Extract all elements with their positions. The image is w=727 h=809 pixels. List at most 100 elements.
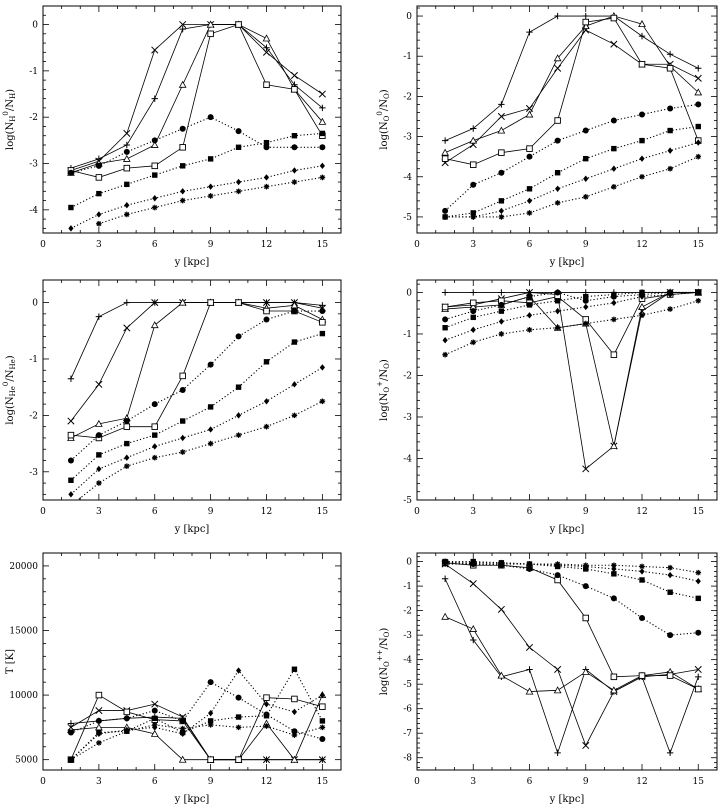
panel-middle-right-ylabel-main: log(N [379, 392, 390, 421]
panel-bottom-right-point-star [639, 563, 645, 570]
panel-middle-right-point-diamond [639, 293, 645, 300]
panel-top-right-point-plus [666, 51, 674, 58]
panel-bottom-right-point-cross [554, 665, 562, 674]
panel-top-right-point-open-square [441, 155, 449, 162]
panel-bottom-left-point-diamond [235, 667, 242, 674]
panel-middle-right-ylabel-sub: O [383, 387, 391, 393]
panel-bottom-right-point-filled-circle [610, 595, 617, 602]
panel-bottom-left-point-open-square [235, 756, 242, 763]
panel-middle-right-point-filled-square [583, 293, 589, 300]
panel-bottom-right-point-plus [441, 575, 449, 582]
panel-top-left-xtick-label: 6 [152, 240, 158, 250]
panel-middle-right-point-star [442, 351, 448, 358]
panel-bottom-right-ytick-label: -8 [403, 754, 412, 764]
panel-top-right-point-star [554, 200, 561, 206]
panel-middle-left-point-filled-square [319, 330, 326, 337]
panel-middle-left-point-filled-circle [319, 308, 326, 315]
panel-top-left-point-star [319, 174, 326, 181]
panel-top-left-plot-area [67, 20, 327, 232]
panel-top-right-point-filled-square [695, 123, 701, 130]
panel-bottom-right-point-open-square [582, 614, 590, 622]
panel-top-left-point-star [263, 183, 270, 190]
panel-bottom-right-point-open-square [610, 673, 618, 681]
panel-top-right-xtick-label: 6 [527, 240, 533, 250]
panel-top-left-point-open-square [263, 81, 270, 89]
panel-top-left-point-triangle [206, 20, 215, 28]
panel-bottom-right-point-filled-circle [526, 565, 533, 572]
panel-bottom-right-point-triangle [525, 687, 534, 695]
panel-bottom-right-point-star [695, 569, 702, 576]
panel-middle-right-ytick-label: -5 [403, 496, 412, 506]
panel-middle-right-point-filled-square [639, 289, 645, 296]
panel-top-right-point-open-square [526, 145, 533, 152]
panel-top-right-point-filled-circle [695, 101, 702, 108]
panel-bottom-left-point-cross [151, 700, 159, 708]
panel-middle-left-point-star [96, 480, 102, 486]
panel-bottom-left-point-filled-square [152, 715, 158, 722]
panel-bottom-right-point-filled-square [667, 589, 673, 595]
panel-middle-left-series-filled-square-dotted [70, 333, 323, 481]
panel-middle-left-point-filled-circle [95, 432, 102, 439]
panel-middle-right-frame [416, 279, 718, 501]
panel-bottom-right-ytick-label: -6 [403, 705, 412, 715]
panel-top-left-ytick-label: -2 [29, 113, 38, 123]
panel-bottom-left-series-filled-circle-dotted [70, 681, 323, 740]
panel-middle-right-xtick-label: 12 [636, 507, 647, 517]
panel-top-left-series-diamond-dotted [70, 165, 323, 229]
panel-bottom-right-xtick-label: 12 [636, 777, 647, 787]
panel-middle-left-point-diamond [96, 465, 102, 473]
panel-top-left-series-plus-solid [70, 24, 323, 169]
panel-middle-left-ylabel-sup: 0 [2, 382, 10, 386]
panel-top-left-point-open-square [291, 86, 298, 93]
panel-bottom-right-point-filled-square [639, 577, 645, 583]
panel-top-left-ytick-label: -3 [29, 160, 38, 170]
panel-top-right: 0 3 6 9 12 150-1-2-3-4-5y [kpc]log(NO0/NO) [376, 5, 718, 268]
panel-top-right-xlabel: y [kpc] [549, 257, 585, 268]
panel-middle-right-series-filled-square-dotted [444, 291, 699, 329]
panel-top-left-xlabel: y [kpc] [174, 257, 210, 268]
panel-top-right-point-star [582, 194, 589, 200]
panel-middle-right-point-filled-circle [498, 301, 505, 308]
panel-bottom-left-ytick-label: 5000 [15, 756, 38, 766]
panel-top-right-xtick-label: 0 [414, 240, 420, 250]
panel-top-right-point-filled-square [611, 145, 617, 152]
panel-middle-right-point-star [695, 297, 702, 304]
panel-bottom-right-point-triangle [469, 624, 478, 632]
panel-middle-right-point-star [470, 339, 477, 346]
panel-top-right-point-triangle [469, 136, 478, 144]
panel-top-right-point-star [611, 183, 617, 190]
panel-top-left-xtick-label: 0 [40, 240, 46, 250]
panel-middle-right-point-triangle [609, 442, 618, 449]
panel-middle-right-point-open-square [610, 351, 618, 358]
panel-bottom-left-point-star [319, 724, 326, 731]
panel-middle-left-point-diamond [235, 412, 242, 419]
panel-bottom-left-point-filled-square [263, 713, 270, 719]
panel-middle-left-point-plus [67, 375, 75, 382]
panel-middle-left-point-star [124, 463, 130, 469]
panel-bottom-left-point-cross [95, 707, 103, 715]
panel-top-right-point-star [498, 214, 505, 220]
panel-middle-left-point-diamond [124, 454, 130, 461]
panel-middle-right-series-triangle-solid [445, 292, 699, 447]
panel-top-left-point-open-square [207, 30, 214, 38]
panel-middle-left-point-cross [67, 417, 75, 425]
panel-middle-right: 0 3 6 9 12 150-1-2-3-4-5y [kpc]log(NO+/NO) [376, 279, 718, 535]
panel-top-left-point-triangle [122, 154, 131, 162]
panel-middle-right-point-filled-circle [470, 308, 477, 315]
panel-top-right-ylabel-sub2: O [383, 93, 391, 99]
panel-bottom-right-point-cross [497, 605, 505, 613]
panel-top-left-point-diamond [291, 167, 298, 174]
panel-middle-right-point-plus [441, 289, 449, 296]
panel-middle-left-ylabel-tail: /N [5, 369, 16, 381]
panel-bottom-left-point-open-square [207, 756, 214, 763]
panel-middle-right-ytick-label: 0 [406, 288, 412, 298]
panel-bottom-right-xtick-label: 6 [527, 777, 533, 787]
panel-top-right-point-plus [526, 28, 533, 36]
panel-middle-left-point-star [68, 503, 74, 509]
panel-top-left-point-open-square [179, 144, 186, 151]
panel-top-left-point-diamond [208, 183, 214, 190]
panel-top-left-point-filled-square [96, 190, 102, 197]
panel-top-right-point-filled-circle [610, 117, 617, 124]
panel-bottom-right-point-star [498, 561, 505, 567]
panel-middle-left-point-filled-square [152, 432, 158, 438]
